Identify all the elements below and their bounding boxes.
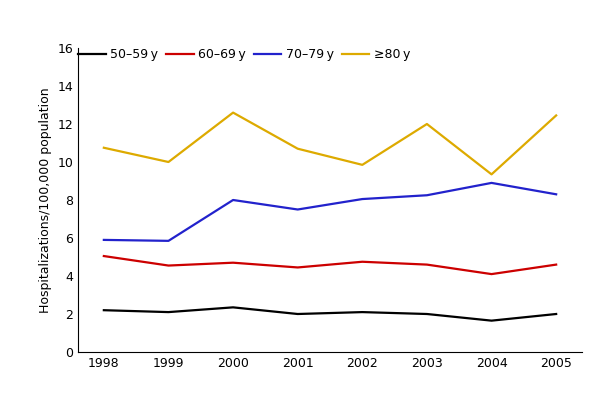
- Line: 60–69 y: 60–69 y: [104, 256, 556, 274]
- 60–69 y: [165, 263, 172, 268]
- 70–79 y: [229, 198, 236, 202]
- 60–69 y: [553, 262, 560, 267]
- Legend: 50–59 y, 60–69 y, 70–79 y, ≥80 y: 50–59 y, 60–69 y, 70–79 y, ≥80 y: [78, 48, 410, 61]
- 60–69 y: [294, 265, 301, 270]
- ≥80 y: [100, 145, 107, 150]
- 70–79 y: [100, 238, 107, 242]
- 70–79 y: [359, 197, 366, 202]
- 60–69 y: [424, 262, 431, 267]
- 60–69 y: [359, 259, 366, 264]
- ≥80 y: [553, 113, 560, 118]
- ≥80 y: [294, 146, 301, 151]
- ≥80 y: [359, 162, 366, 167]
- 70–79 y: [165, 238, 172, 243]
- 50–59 y: [100, 308, 107, 313]
- Line: ≥80 y: ≥80 y: [104, 113, 556, 174]
- 50–59 y: [553, 312, 560, 316]
- Line: 50–59 y: 50–59 y: [104, 307, 556, 321]
- 70–79 y: [553, 192, 560, 197]
- 50–59 y: [359, 310, 366, 314]
- ≥80 y: [229, 110, 236, 115]
- 60–69 y: [100, 254, 107, 258]
- 70–79 y: [488, 180, 495, 185]
- 50–59 y: [165, 310, 172, 314]
- ≥80 y: [165, 160, 172, 164]
- 50–59 y: [294, 312, 301, 316]
- 60–69 y: [229, 260, 236, 265]
- 60–69 y: [488, 272, 495, 276]
- 70–79 y: [294, 207, 301, 212]
- 50–59 y: [488, 318, 495, 323]
- 50–59 y: [424, 312, 431, 316]
- ≥80 y: [488, 172, 495, 177]
- Y-axis label: Hospitalizations/100,000 population: Hospitalizations/100,000 population: [39, 87, 52, 313]
- ≥80 y: [424, 122, 431, 126]
- 50–59 y: [229, 305, 236, 310]
- Line: 70–79 y: 70–79 y: [104, 183, 556, 241]
- 70–79 y: [424, 193, 431, 198]
